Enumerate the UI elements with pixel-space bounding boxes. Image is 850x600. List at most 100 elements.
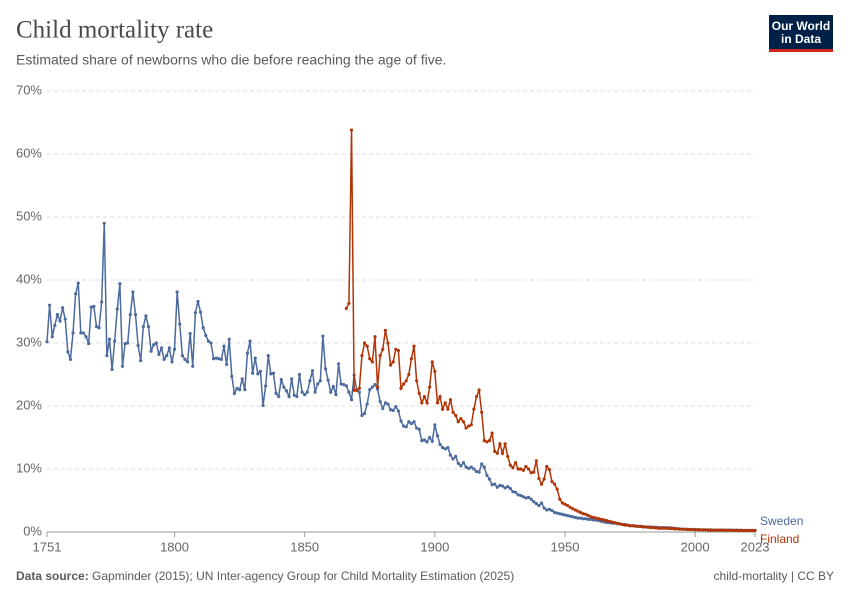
point	[211, 357, 216, 361]
point	[579, 516, 583, 520]
point	[685, 527, 689, 532]
point	[565, 514, 570, 518]
point	[581, 512, 585, 516]
point	[243, 388, 247, 392]
point	[571, 515, 575, 519]
point	[550, 508, 554, 513]
point	[641, 525, 645, 529]
point	[503, 442, 507, 446]
point	[407, 372, 411, 377]
point	[605, 519, 609, 523]
point	[167, 346, 171, 350]
x-tick-label: 1850	[290, 539, 319, 554]
point	[183, 357, 187, 361]
point	[388, 363, 393, 367]
point	[391, 408, 395, 413]
point	[344, 384, 348, 388]
point	[633, 524, 637, 528]
point	[165, 354, 169, 358]
point	[261, 403, 265, 407]
point	[667, 526, 671, 531]
point	[482, 465, 486, 469]
point	[500, 484, 505, 488]
point	[644, 525, 648, 529]
point	[323, 367, 328, 371]
point	[269, 372, 273, 376]
point	[745, 528, 749, 533]
point	[198, 310, 203, 314]
logo[interactable]: Our World in Data	[769, 15, 833, 52]
point	[240, 377, 244, 381]
point	[461, 420, 466, 424]
point	[498, 442, 502, 446]
point	[490, 483, 494, 487]
point	[378, 354, 382, 358]
point	[300, 390, 304, 394]
point	[87, 342, 91, 346]
x-tick-label: 2023	[741, 539, 770, 554]
point	[688, 527, 692, 532]
point	[451, 410, 455, 414]
point	[334, 393, 338, 397]
point	[532, 500, 536, 504]
point	[146, 325, 151, 329]
point	[412, 344, 416, 348]
point	[349, 398, 354, 402]
logo-text: Our World	[772, 19, 830, 33]
point	[724, 528, 728, 532]
point	[365, 344, 369, 348]
point	[547, 468, 551, 472]
point	[550, 480, 554, 484]
point	[612, 520, 617, 525]
point	[321, 334, 325, 338]
point	[508, 486, 512, 491]
point	[467, 424, 471, 428]
point	[425, 440, 429, 444]
point	[618, 522, 622, 526]
point	[378, 399, 382, 404]
point	[399, 386, 403, 390]
point	[349, 128, 354, 132]
point	[185, 360, 190, 364]
point	[719, 528, 723, 532]
point	[592, 515, 596, 520]
point	[542, 506, 546, 510]
point	[430, 360, 434, 364]
point	[506, 485, 510, 489]
point	[290, 377, 294, 381]
point	[71, 331, 75, 335]
point	[573, 515, 577, 520]
logo-bar	[769, 49, 833, 52]
point	[123, 342, 127, 346]
point	[586, 514, 591, 518]
point	[480, 462, 484, 466]
footer-license[interactable]: child-mortality | CC BY	[714, 569, 834, 583]
logo-box	[769, 15, 833, 52]
point	[238, 388, 242, 392]
point	[305, 390, 309, 394]
point	[690, 527, 695, 532]
chart-title: Child mortality rate	[16, 17, 213, 44]
chart-subtitle: Estimated share of newborns who die befo…	[16, 52, 446, 68]
point	[480, 410, 484, 414]
point	[677, 527, 682, 531]
point	[607, 519, 611, 523]
point	[339, 382, 343, 386]
point	[729, 528, 734, 532]
point	[664, 526, 669, 530]
x-tick-label: 1950	[551, 539, 580, 554]
point	[464, 426, 468, 430]
point	[493, 449, 497, 453]
point	[742, 528, 747, 533]
footer-source: Data source: Gapminder (2015); UN Inter-…	[16, 569, 514, 583]
point	[558, 512, 562, 516]
y-tick-label: 30%	[16, 334, 42, 349]
point	[485, 440, 489, 444]
point	[657, 526, 661, 530]
point	[472, 467, 476, 471]
point	[490, 431, 494, 435]
point	[365, 402, 369, 406]
point	[310, 369, 315, 373]
point	[313, 390, 317, 394]
point	[628, 524, 632, 528]
